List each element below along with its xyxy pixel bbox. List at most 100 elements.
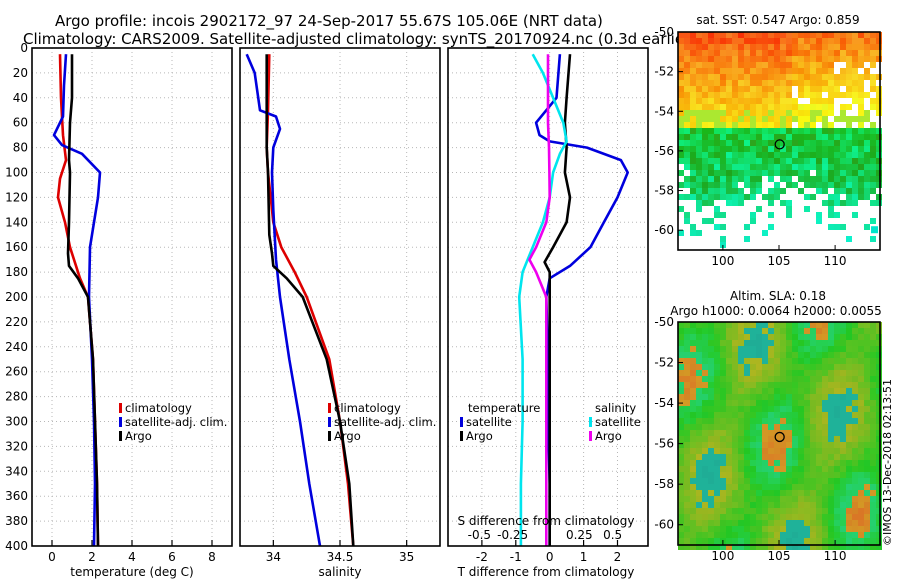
map-cell — [780, 164, 786, 170]
map-cell — [684, 364, 690, 370]
map-cell — [702, 170, 708, 176]
map-cell — [720, 50, 726, 56]
map-cell — [744, 508, 750, 514]
map-cell — [876, 158, 882, 164]
map-cell — [678, 466, 684, 472]
map-cell — [846, 56, 852, 62]
map-cell — [690, 496, 696, 502]
map-cell — [762, 472, 768, 478]
map-cell — [720, 442, 726, 448]
map-cell — [702, 514, 708, 520]
map-cell — [750, 116, 756, 122]
map-cell — [720, 86, 726, 92]
map-cell — [714, 212, 720, 218]
map-cell — [714, 388, 720, 394]
map-cell — [702, 436, 708, 442]
map-cell — [852, 400, 858, 406]
map-cell — [810, 496, 816, 502]
map-cell — [696, 526, 702, 532]
map-cell — [786, 164, 792, 170]
map-cell — [756, 484, 762, 490]
map-cell — [702, 364, 708, 370]
map-cell — [792, 424, 798, 430]
map-cell — [834, 128, 840, 134]
map-cell — [714, 98, 720, 104]
map-cell — [834, 418, 840, 424]
map-cell — [780, 116, 786, 122]
map-cell — [804, 170, 810, 176]
map-cell — [846, 164, 852, 170]
y-tick-label: 320 — [5, 439, 28, 453]
map-cell — [774, 376, 780, 382]
map-cell — [822, 544, 828, 550]
map-cell — [780, 412, 786, 418]
map-cell — [846, 358, 852, 364]
map-cell — [876, 340, 882, 346]
map-cell — [744, 328, 750, 334]
map-cell — [774, 526, 780, 532]
map-cell — [738, 128, 744, 134]
map-cell — [720, 188, 726, 194]
map-cell — [822, 334, 828, 340]
map-cell — [714, 436, 720, 442]
map-cell — [720, 236, 726, 242]
map-cell — [840, 116, 846, 122]
map-cell — [738, 200, 744, 206]
map-cell — [768, 448, 774, 454]
map-cell — [726, 322, 732, 328]
map-cell — [798, 74, 804, 80]
map-cell — [792, 80, 798, 86]
map-cell — [696, 176, 702, 182]
map-cell — [714, 110, 720, 116]
map-cell — [828, 38, 834, 44]
map-cell — [786, 80, 792, 86]
map-cell — [828, 442, 834, 448]
map-cell — [732, 370, 738, 376]
map-cell — [762, 454, 768, 460]
map-cell — [768, 472, 774, 478]
map-cell — [834, 50, 840, 56]
map-cell — [870, 514, 876, 520]
map-cell — [852, 74, 858, 80]
map-cell — [786, 532, 792, 538]
map-cell — [852, 164, 858, 170]
map-cell — [756, 538, 762, 544]
map-cell — [684, 110, 690, 116]
map-cell — [828, 206, 834, 212]
map-cell — [708, 116, 714, 122]
map-cell — [774, 92, 780, 98]
map-cell — [876, 358, 882, 364]
map-cell — [864, 466, 870, 472]
map-cell — [810, 346, 816, 352]
map-cell — [846, 382, 852, 388]
map-cell — [780, 352, 786, 358]
map-cell — [738, 152, 744, 158]
map-cell — [816, 68, 822, 74]
map-cell — [696, 328, 702, 334]
map-cell — [870, 454, 876, 460]
map-cell — [792, 400, 798, 406]
map-cell — [720, 412, 726, 418]
map-cell — [786, 382, 792, 388]
map-cell — [720, 62, 726, 68]
map-cell — [678, 370, 684, 376]
map-cell — [678, 436, 684, 442]
map-cell — [738, 62, 744, 68]
map-cell — [804, 340, 810, 346]
map-cell — [768, 176, 774, 182]
map-cell — [690, 116, 696, 122]
map-cell — [870, 32, 876, 38]
map-cell — [696, 418, 702, 424]
map-cell — [840, 448, 846, 454]
map-cell — [684, 436, 690, 442]
map-cell — [678, 478, 684, 484]
map-cell — [750, 526, 756, 532]
map-cell — [852, 412, 858, 418]
map-cell — [774, 388, 780, 394]
map-cell — [810, 32, 816, 38]
map-cell — [732, 32, 738, 38]
map-cell — [792, 436, 798, 442]
map-cell — [780, 406, 786, 412]
map-cell — [852, 466, 858, 472]
